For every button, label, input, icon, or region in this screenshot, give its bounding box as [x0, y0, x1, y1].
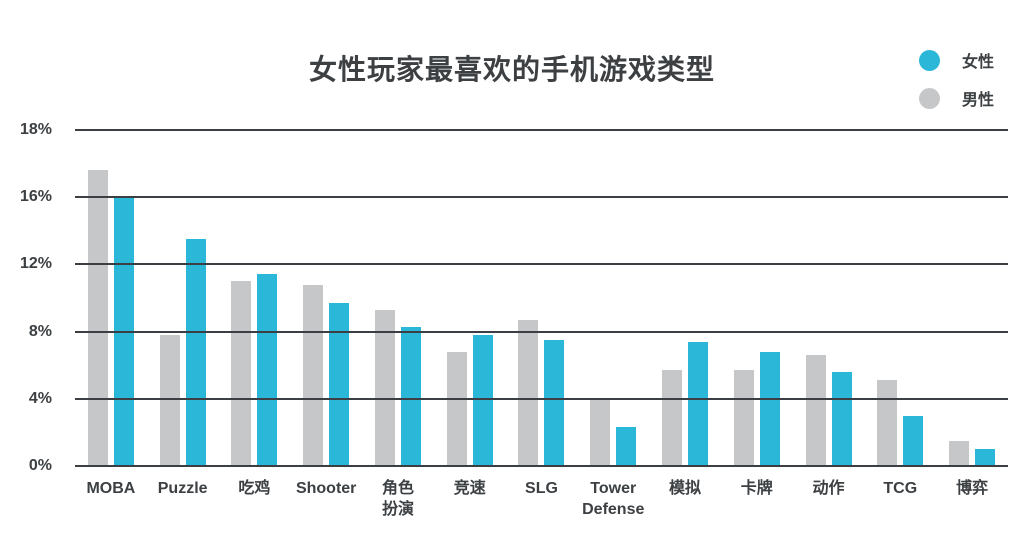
bar-group-模拟 — [649, 130, 721, 466]
gridline-0% — [75, 465, 1008, 467]
female-swatch-icon — [918, 49, 940, 71]
bar-group-动作 — [793, 130, 865, 466]
y-tick-label: 8% — [28, 322, 52, 340]
x-tick-label-Shooter: Shooter — [295, 480, 357, 497]
male-bar-角色扮演 — [374, 309, 395, 466]
x-tick-label-角色扮演: 角色 扮演 — [381, 480, 414, 518]
x-axis-labels: MOBA Puzzle 吃鸡 Shooter 角色 扮演 竞速 SLG Tower Defense… — [75, 478, 1008, 520]
female-bar-TCG — [903, 415, 924, 466]
male-bar-Shooter — [303, 284, 324, 466]
x-tick-label-SLG: SLG — [525, 480, 558, 497]
female-bar-卡牌 — [759, 351, 780, 466]
male-bar-博弈 — [949, 440, 970, 466]
gridline-16% — [75, 196, 1008, 199]
bar-group-角色扮演 — [362, 130, 434, 466]
male-bar-Tower Defense — [590, 398, 611, 466]
y-tick-label: 18% — [19, 121, 52, 138]
x-tick-label-博弈: 博弈 — [956, 480, 989, 497]
female-bar-Tower Defense — [616, 427, 637, 466]
x-tick-label-卡牌: 卡牌 — [740, 480, 773, 497]
gridline-18% — [75, 129, 1008, 131]
female-bar-角色扮演 — [400, 326, 421, 466]
legend-label-female: 女性 — [961, 54, 994, 71]
female-bar-Shooter — [329, 303, 350, 466]
male-bar-MOBA — [87, 170, 108, 466]
y-tick-label: 4% — [28, 389, 52, 407]
x-tick-label-TCG: TCG — [883, 480, 918, 497]
male-bar-动作 — [805, 355, 826, 466]
legend: 女性 男性 — [918, 48, 994, 110]
bar-group-Puzzle — [147, 130, 219, 466]
gridline-12% — [75, 263, 1008, 266]
female-bar-博弈 — [975, 449, 996, 466]
female-bar-动作 — [831, 371, 852, 466]
legend-label-male: 男性 — [961, 92, 994, 109]
x-tick-label-竞速: 竞速 — [453, 480, 486, 497]
y-tick-label: 16% — [19, 188, 52, 206]
x-tick-label-Puzzle: Puzzle — [157, 480, 208, 497]
bar-group-卡牌 — [721, 130, 793, 466]
female-bar-吃鸡 — [257, 274, 278, 466]
x-tick-label-模拟: 模拟 — [669, 480, 702, 497]
gridline-8% — [75, 330, 1008, 333]
legend-item-female: 女性 — [918, 48, 994, 72]
bar-group-吃鸡 — [219, 130, 291, 466]
x-tick-label-Tower Defense: Tower Defense — [582, 480, 645, 518]
plot-area — [75, 129, 1008, 467]
bar-group-SLG — [506, 130, 578, 466]
y-tick-label: 12% — [19, 255, 52, 273]
male-bar-吃鸡 — [231, 281, 252, 466]
female-bar-竞速 — [472, 334, 493, 466]
y-axis-labels: 0% 4% 8% 12% 16% 18% — [8, 121, 52, 474]
chart-title: 女性玩家最喜欢的手机游戏类型 — [308, 54, 715, 85]
x-tick-label-吃鸡: 吃鸡 — [238, 480, 271, 497]
bar-group-竞速 — [434, 130, 506, 466]
female-bar-模拟 — [688, 341, 708, 466]
legend-item-male: 男性 — [918, 86, 994, 110]
female-bar-Puzzle — [185, 239, 206, 466]
bar-group-TCG — [864, 130, 936, 466]
female-bar-SLG — [544, 340, 565, 466]
x-tick-label-MOBA: MOBA — [86, 480, 136, 497]
gridline-4% — [75, 397, 1008, 400]
bar-columns — [75, 130, 1008, 466]
male-bar-卡牌 — [733, 370, 754, 466]
bar-group-Shooter — [290, 130, 362, 466]
male-bar-竞速 — [446, 351, 467, 466]
bar-group-博弈 — [936, 130, 1008, 466]
male-bar-SLG — [518, 319, 539, 466]
male-bar-TCG — [877, 380, 898, 466]
y-tick-label: 0% — [28, 457, 52, 474]
x-tick-label-动作: 动作 — [812, 480, 845, 497]
male-bar-Puzzle — [159, 334, 180, 466]
bar-group-Tower Defense — [577, 130, 649, 466]
bar-group-MOBA — [75, 130, 147, 466]
male-bar-模拟 — [662, 370, 682, 466]
male-swatch-icon — [918, 87, 940, 109]
